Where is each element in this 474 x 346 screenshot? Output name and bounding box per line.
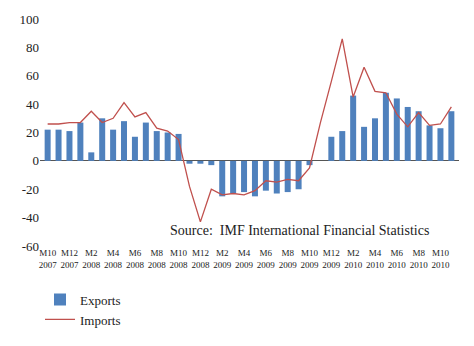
- svg-text:40: 40: [26, 97, 39, 112]
- svg-text:M42008: M42008: [104, 248, 123, 270]
- svg-text:M82009: M82009: [279, 248, 298, 270]
- svg-text:M62008: M62008: [126, 248, 145, 270]
- svg-text:Exports: Exports: [80, 293, 120, 308]
- svg-text:-60: -60: [22, 239, 39, 254]
- svg-text:0: 0: [33, 153, 40, 168]
- svg-text:M62009: M62009: [257, 248, 276, 270]
- svg-text:M62010: M62010: [388, 248, 407, 270]
- svg-text:M42010: M42010: [366, 248, 385, 270]
- svg-text:Source: IMF International Fin: Source: IMF International Financial Stat…: [170, 223, 429, 238]
- svg-text:M22009: M22009: [213, 248, 232, 270]
- svg-text:M42009: M42009: [235, 248, 254, 270]
- svg-text:M102009: M102009: [301, 248, 320, 270]
- svg-text:M102008: M102008: [170, 248, 189, 270]
- svg-text:M102010: M102010: [431, 248, 450, 270]
- svg-text:-20: -20: [22, 182, 39, 197]
- svg-text:M22008: M22008: [82, 248, 101, 270]
- svg-text:Imports: Imports: [80, 313, 120, 328]
- svg-text:M22010: M22010: [344, 248, 363, 270]
- svg-text:80: 80: [26, 40, 39, 55]
- svg-text:M122009: M122009: [322, 248, 341, 270]
- svg-text:M102007: M102007: [39, 248, 58, 270]
- svg-text:20: 20: [26, 125, 39, 140]
- svg-text:M122007: M122007: [60, 248, 79, 270]
- svg-text:M122008: M122008: [191, 248, 210, 270]
- svg-text:M82010: M82010: [410, 248, 429, 270]
- svg-text:60: 60: [26, 68, 39, 83]
- svg-text:M82008: M82008: [148, 248, 167, 270]
- svg-text:-40: -40: [22, 210, 39, 225]
- svg-text:100: 100: [20, 12, 40, 27]
